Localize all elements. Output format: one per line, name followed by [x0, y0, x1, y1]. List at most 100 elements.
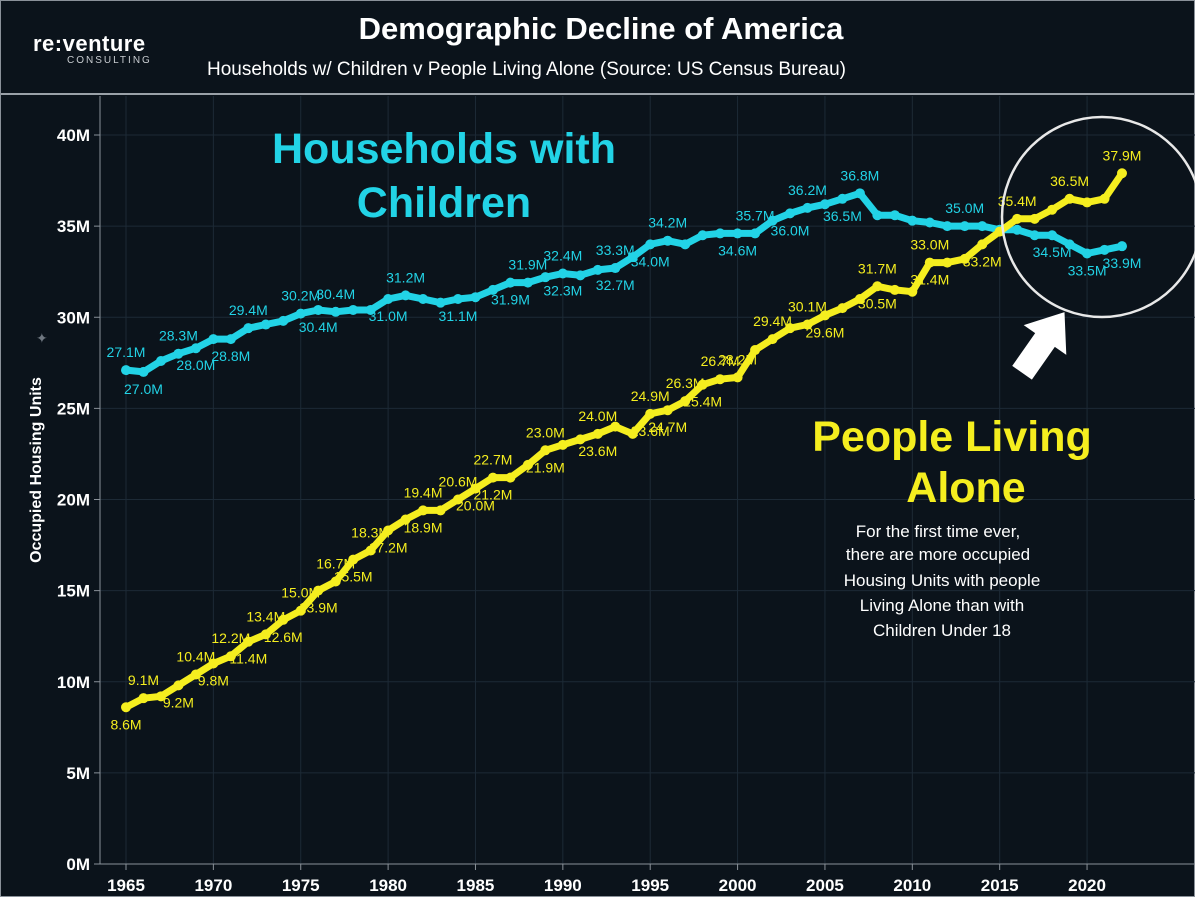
- data-label: 28.0M: [176, 357, 215, 373]
- data-label: 33.3M: [596, 242, 635, 258]
- data-point-alone: [610, 421, 621, 432]
- data-point-alone: [540, 445, 551, 456]
- data-label: 18.3M: [351, 525, 390, 541]
- data-label: 28.8M: [211, 348, 250, 364]
- data-point-children: [977, 221, 988, 232]
- data-label: 31.0M: [369, 308, 408, 324]
- data-label: 13.9M: [299, 600, 338, 616]
- data-point-children: [1064, 239, 1075, 250]
- data-point-alone: [680, 396, 691, 407]
- data-point-children: [907, 215, 918, 226]
- data-point-children: [383, 294, 394, 305]
- data-label: 31.7M: [858, 260, 897, 276]
- gridlines: [100, 96, 1195, 865]
- data-point-children: [854, 188, 865, 199]
- data-label: 13.4M: [246, 608, 285, 624]
- highlight-circle: [1000, 115, 1195, 319]
- data-point-alone: [295, 605, 306, 616]
- data-point-children: [365, 304, 376, 315]
- data-point-alone: [924, 257, 935, 268]
- data-point-children: [819, 199, 830, 210]
- data-point-children: [1117, 241, 1127, 252]
- data-point-alone: [470, 483, 481, 494]
- data-label: 20.0M: [456, 498, 495, 514]
- arrow-icon: [1012, 312, 1067, 380]
- data-label: 31.1M: [439, 308, 478, 324]
- data-point-alone: [1064, 193, 1075, 204]
- data-label: 25.4M: [683, 394, 722, 410]
- data-label: 27.1M: [107, 344, 146, 360]
- data-point-children: [610, 263, 621, 274]
- data-point-alone: [662, 405, 673, 416]
- series: [121, 168, 1127, 713]
- data-label: 22.7M: [473, 452, 512, 468]
- data-point-children: [575, 270, 586, 281]
- note-line: For the first time ever,: [856, 522, 1020, 541]
- data-point-alone: [750, 345, 761, 356]
- y-tick-label: 0M: [66, 855, 90, 874]
- data-label: 28.3M: [159, 328, 198, 344]
- y-tick-label: 10M: [57, 673, 90, 692]
- data-label: 36.0M: [771, 222, 810, 238]
- data-point-alone: [313, 585, 324, 596]
- data-label: 24.0M: [578, 408, 617, 424]
- data-label: 29.4M: [229, 302, 268, 318]
- data-label: 19.4M: [404, 484, 443, 500]
- data-label: 29.4M: [753, 313, 792, 329]
- data-label: 23.6M: [578, 443, 617, 459]
- data-point-children: [715, 228, 726, 239]
- data-point-children: [1099, 244, 1110, 255]
- data-label: 36.5M: [1050, 173, 1089, 189]
- data-point-children: [837, 193, 848, 204]
- data-point-alone: [1012, 213, 1023, 224]
- axes: Occupied Housing Units ✦ 0M 5M 10M 15M 20M 25…: [28, 96, 1195, 895]
- data-point-children: [348, 304, 359, 315]
- children-annotation-line2: Children: [357, 179, 531, 227]
- data-point-children: [522, 277, 533, 288]
- data-point-children: [470, 292, 481, 303]
- data-labels: 27.1M27.0M28.0M28.3M28.8M29.4M30.2M30.4M…: [107, 147, 1142, 732]
- y-tick-label: 5M: [66, 764, 90, 783]
- data-label: 8.6M: [110, 716, 141, 732]
- data-label: 16.7M: [316, 556, 355, 572]
- data-point-children: [487, 284, 498, 295]
- data-label: 15.5M: [334, 569, 373, 585]
- data-point-alone: [505, 472, 516, 483]
- x-tick-label: 2015: [981, 876, 1019, 895]
- data-point-alone: [383, 525, 394, 536]
- data-label: 31.2M: [386, 269, 425, 285]
- data-point-children: [225, 334, 236, 345]
- data-label: 27.0M: [124, 381, 163, 397]
- data-point-children: [190, 343, 201, 354]
- data-point-children: [243, 323, 254, 334]
- data-point-alone: [767, 334, 778, 345]
- data-point-children: [889, 210, 900, 221]
- series-line-children: [122, 189, 1126, 376]
- data-point-children: [557, 268, 568, 279]
- data-point-alone: [732, 372, 743, 383]
- data-label: 9.8M: [198, 673, 229, 689]
- data-point-children: [785, 208, 795, 219]
- data-point-alone: [121, 702, 131, 713]
- data-label: 24.9M: [631, 388, 670, 404]
- data-point-children: [1082, 248, 1093, 259]
- data-label: 37.9M: [1103, 147, 1142, 163]
- data-label: 31.9M: [491, 292, 530, 308]
- data-label: 35.0M: [945, 200, 984, 216]
- y-tick-label: 30M: [57, 308, 90, 327]
- data-point-alone: [173, 680, 184, 691]
- x-tick-label: 1975: [282, 876, 320, 895]
- data-point-children: [505, 277, 516, 288]
- data-point-children: [208, 334, 219, 345]
- data-label: 24.7M: [648, 419, 687, 435]
- logo-wordmark: re:venture: [33, 31, 146, 56]
- crossover-note: For the first time ever, there are more …: [844, 522, 1041, 640]
- data-point-alone: [330, 576, 341, 587]
- data-point-children: [592, 264, 603, 275]
- chart-title: Demographic Decline of America: [358, 11, 844, 46]
- x-tick-label: 1995: [631, 876, 669, 895]
- data-point-children: [295, 308, 306, 319]
- x-tick-label: 2010: [893, 876, 931, 895]
